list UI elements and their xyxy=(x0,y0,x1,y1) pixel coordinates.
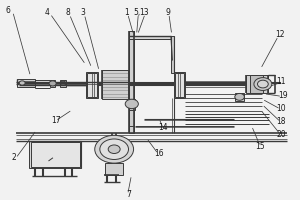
Bar xyxy=(50,80,55,87)
Bar xyxy=(60,80,66,87)
Text: 20: 20 xyxy=(277,130,286,139)
Circle shape xyxy=(125,99,138,109)
Text: 18: 18 xyxy=(277,117,286,126)
Circle shape xyxy=(95,135,134,163)
Bar xyxy=(129,36,171,39)
Bar xyxy=(174,72,185,98)
Bar xyxy=(250,75,263,93)
Text: 11: 11 xyxy=(277,77,286,86)
Text: 2: 2 xyxy=(12,153,16,162)
Circle shape xyxy=(49,81,56,86)
Circle shape xyxy=(19,81,25,85)
Text: 5,: 5, xyxy=(134,8,141,17)
Bar xyxy=(128,99,135,110)
Text: 6: 6 xyxy=(6,6,10,15)
Bar xyxy=(29,141,81,168)
Text: 13: 13 xyxy=(139,8,149,17)
Text: 1: 1 xyxy=(124,8,128,17)
Bar xyxy=(31,142,80,167)
Text: 10: 10 xyxy=(277,104,286,113)
Circle shape xyxy=(100,139,128,159)
Bar xyxy=(129,110,134,126)
Bar xyxy=(172,36,175,73)
Text: 15: 15 xyxy=(256,142,265,151)
Bar xyxy=(129,31,134,133)
Bar xyxy=(86,72,98,98)
Bar xyxy=(235,93,244,101)
Bar xyxy=(246,75,268,93)
Bar xyxy=(175,73,184,97)
Text: 17: 17 xyxy=(51,116,61,125)
Text: 9: 9 xyxy=(166,8,170,17)
Circle shape xyxy=(257,80,268,88)
Text: 14: 14 xyxy=(159,123,168,132)
Bar xyxy=(17,79,35,87)
Text: 19: 19 xyxy=(278,91,288,100)
Text: 8: 8 xyxy=(65,8,70,17)
Bar xyxy=(102,70,128,99)
Text: 7: 7 xyxy=(126,190,131,199)
Circle shape xyxy=(235,93,244,100)
Text: 12: 12 xyxy=(275,30,285,39)
Circle shape xyxy=(108,145,120,154)
Bar xyxy=(105,163,123,175)
Text: 3: 3 xyxy=(80,8,85,17)
Text: 4: 4 xyxy=(44,8,50,17)
Text: 16: 16 xyxy=(154,149,164,158)
Bar xyxy=(87,73,98,97)
Circle shape xyxy=(254,78,272,90)
